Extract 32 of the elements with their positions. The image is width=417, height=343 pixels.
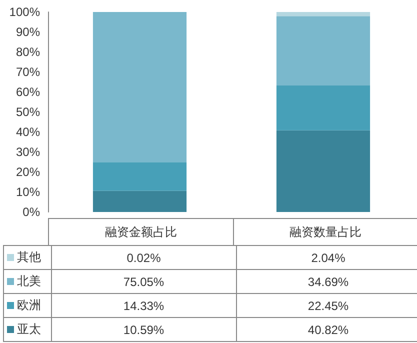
bar: [276, 12, 370, 16]
data-label: 40.82%: [236, 318, 417, 342]
bar: [276, 85, 370, 130]
legend-label: 亚太: [4, 318, 52, 342]
x-tick-label: 融资金额占比: [48, 218, 233, 246]
y-tick-label: 0%: [22, 205, 40, 219]
data-label: 14.33%: [52, 294, 236, 318]
legend-label: 其他: [4, 246, 52, 270]
data-label: 75.05%: [52, 270, 236, 294]
bar: [92, 12, 187, 162]
bar: [276, 130, 370, 212]
bar: [92, 190, 187, 212]
data-label: 0.02%: [52, 246, 236, 270]
y-tick-label: 20%: [16, 165, 40, 179]
y-tick-label: 10%: [16, 185, 40, 199]
y-tick-label: 60%: [16, 85, 40, 99]
data-label: 10.59%: [52, 318, 236, 342]
data-label: 34.69%: [236, 270, 417, 294]
legend-label: 北美: [4, 270, 52, 294]
x-tick-label: 融资数量占比: [233, 218, 417, 246]
y-tick-label: 100%: [9, 5, 40, 19]
y-tick-label: 40%: [16, 125, 40, 139]
y-tick-label: 90%: [16, 25, 40, 39]
y-tick-label: 70%: [16, 65, 40, 79]
bar: [276, 16, 370, 86]
data-label: 2.04%: [236, 246, 417, 270]
y-tick-label: 50%: [16, 105, 40, 119]
y-tick-label: 80%: [16, 45, 40, 59]
legend-label: 欧洲: [4, 294, 52, 318]
data-label: 22.45%: [236, 294, 417, 318]
y-tick-label: 30%: [16, 145, 40, 159]
bar: [92, 162, 187, 191]
